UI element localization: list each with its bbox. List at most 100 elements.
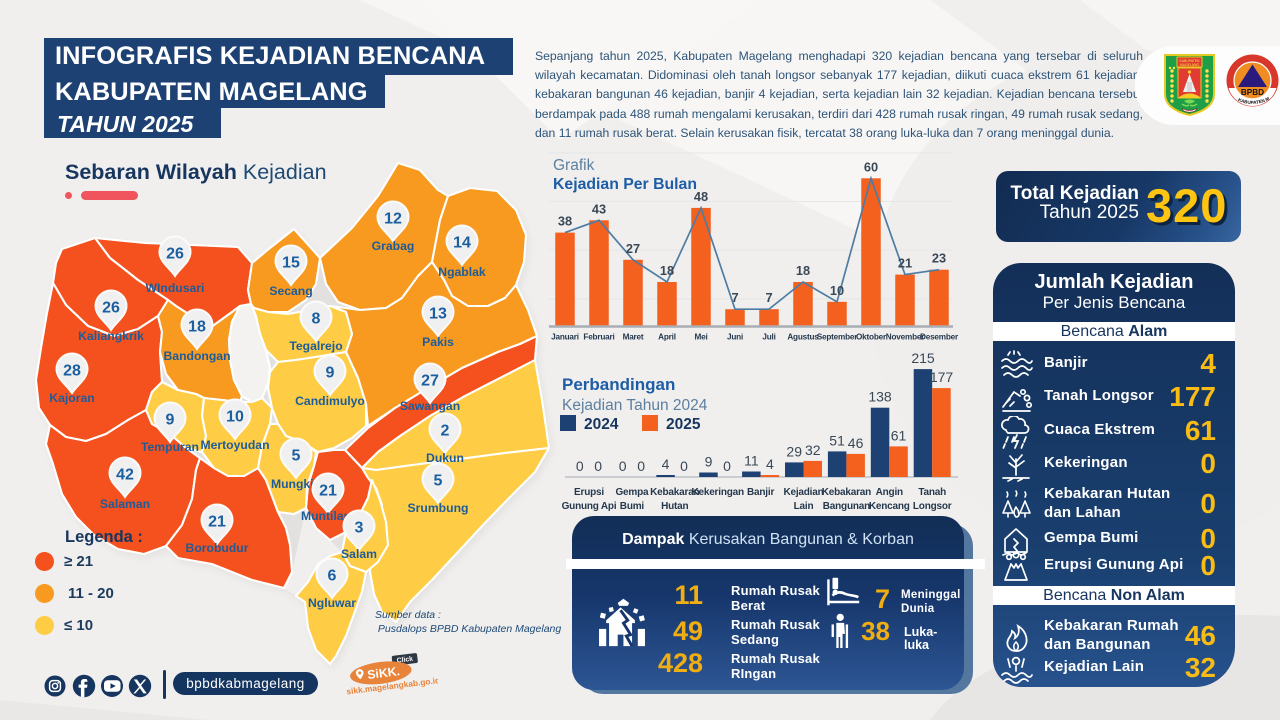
svg-text:Bandongan: Bandongan: [163, 349, 230, 363]
svg-text:November: November: [886, 333, 925, 342]
svg-text:15: 15: [282, 255, 300, 272]
svg-text:Kebakaran: Kebakaran: [650, 487, 699, 498]
svg-text:2024: 2024: [584, 416, 619, 433]
svg-text:Dukun: Dukun: [426, 451, 464, 465]
svg-text:Lain: Lain: [794, 501, 814, 512]
svg-text:SiKK.: SiKK.: [366, 664, 400, 682]
svg-text:Kejadian Tahun 2024: Kejadian Tahun 2024: [562, 397, 708, 414]
svg-text:3: 3: [355, 520, 364, 537]
svg-text:Mei: Mei: [694, 333, 707, 342]
svg-text:9: 9: [326, 365, 335, 382]
svg-text:27: 27: [421, 373, 439, 390]
svg-text:21: 21: [898, 256, 912, 271]
svg-text:Click: Click: [396, 656, 413, 665]
svg-text:Desember: Desember: [920, 333, 959, 342]
svg-text:Gunung Api: Gunung Api: [562, 501, 617, 512]
svg-text:Salam: Salam: [341, 547, 377, 561]
svg-text:Kebakaran: Kebakaran: [822, 487, 871, 498]
svg-text:Oktober: Oktober: [856, 333, 887, 342]
svg-text:0: 0: [594, 458, 602, 474]
svg-text:138: 138: [868, 389, 892, 405]
svg-text:61: 61: [891, 427, 907, 443]
svg-text:11: 11: [744, 453, 759, 469]
svg-text:60: 60: [864, 159, 878, 174]
svg-text:Kencang: Kencang: [869, 501, 910, 512]
svg-text:Maret: Maret: [623, 333, 644, 342]
svg-text:4: 4: [766, 456, 774, 472]
svg-text:Angin: Angin: [876, 487, 903, 498]
svg-text:5: 5: [292, 448, 301, 465]
svg-text:Salaman: Salaman: [100, 497, 150, 511]
svg-text:46: 46: [848, 435, 864, 451]
svg-text:Erupsi: Erupsi: [574, 487, 604, 498]
svg-text:Pakis: Pakis: [422, 335, 454, 349]
svg-text:Februari: Februari: [583, 333, 614, 342]
svg-text:10: 10: [830, 283, 844, 298]
svg-text:32: 32: [805, 442, 821, 458]
svg-text:Candimulyo: Candimulyo: [295, 394, 365, 408]
svg-text:28: 28: [63, 363, 81, 380]
svg-text:43: 43: [592, 201, 606, 216]
svg-text:29: 29: [786, 443, 802, 459]
svg-text:8: 8: [312, 311, 321, 328]
svg-text:2: 2: [441, 423, 450, 440]
svg-text:Agustus: Agustus: [787, 333, 819, 342]
svg-text:26: 26: [166, 246, 184, 263]
svg-text:Bangunan: Bangunan: [823, 501, 870, 512]
svg-text:KABUPATEN: KABUPATEN: [1179, 59, 1200, 63]
svg-text:18: 18: [188, 319, 206, 336]
svg-text:7: 7: [731, 290, 738, 305]
svg-text:0: 0: [723, 458, 731, 474]
svg-text:Borobudur: Borobudur: [186, 541, 249, 555]
svg-text:Kajoran: Kajoran: [49, 391, 94, 405]
svg-text:Muntilan: Muntilan: [301, 509, 351, 523]
svg-text:18: 18: [660, 263, 674, 278]
svg-text:0: 0: [619, 458, 627, 474]
svg-text:Tempuran: Tempuran: [141, 440, 199, 454]
svg-text:21: 21: [319, 483, 337, 500]
svg-text:April: April: [658, 333, 676, 342]
svg-text:Secang: Secang: [269, 284, 312, 298]
svg-text:Juni: Juni: [727, 333, 743, 342]
svg-text:WIndusari: WIndusari: [146, 281, 205, 295]
svg-text:9: 9: [705, 454, 713, 470]
svg-text:13: 13: [429, 306, 447, 323]
svg-text:BPBD: BPBD: [1241, 88, 1264, 97]
svg-text:Longsor: Longsor: [913, 501, 952, 512]
svg-text:14: 14: [453, 235, 471, 252]
svg-text:9: 9: [166, 412, 175, 429]
svg-text:5: 5: [434, 473, 443, 490]
svg-text:Sawangan: Sawangan: [400, 399, 460, 413]
svg-text:Januari: Januari: [551, 333, 579, 342]
svg-text:48: 48: [694, 189, 708, 204]
svg-text:Mungkid: Mungkid: [271, 477, 321, 491]
svg-text:2025: 2025: [666, 416, 701, 433]
svg-text:0: 0: [637, 458, 645, 474]
svg-text:21: 21: [208, 514, 226, 531]
svg-text:38: 38: [558, 214, 572, 229]
svg-text:26: 26: [102, 300, 120, 317]
svg-text:12: 12: [384, 211, 402, 228]
svg-text:23: 23: [932, 251, 946, 266]
svg-text:0: 0: [576, 458, 584, 474]
svg-text:Bumi: Bumi: [620, 501, 645, 512]
svg-text:18: 18: [796, 263, 810, 278]
svg-text:0: 0: [680, 458, 688, 474]
svg-text:September: September: [817, 333, 859, 342]
svg-text:Tanah: Tanah: [918, 487, 946, 498]
svg-text:Kaliangkrik: Kaliangkrik: [78, 329, 144, 343]
svg-text:Kekeringan: Kekeringan: [691, 487, 744, 498]
svg-text:10: 10: [226, 409, 244, 426]
svg-text:Tegalrejo: Tegalrejo: [289, 339, 342, 353]
svg-text:4: 4: [662, 456, 670, 472]
svg-text:Banjir: Banjir: [747, 487, 774, 498]
svg-text:Kejadian: Kejadian: [783, 487, 823, 498]
svg-text:Gempa: Gempa: [615, 487, 649, 498]
svg-text:42: 42: [116, 467, 134, 484]
svg-text:27: 27: [626, 241, 640, 256]
svg-text:Ngablak: Ngablak: [438, 265, 486, 279]
svg-text:MAGELANG: MAGELANG: [1180, 63, 1200, 67]
svg-text:Kejadian Per Bulan: Kejadian Per Bulan: [553, 176, 697, 193]
svg-text:177: 177: [930, 369, 954, 385]
svg-text:Perbandingan: Perbandingan: [562, 375, 675, 394]
